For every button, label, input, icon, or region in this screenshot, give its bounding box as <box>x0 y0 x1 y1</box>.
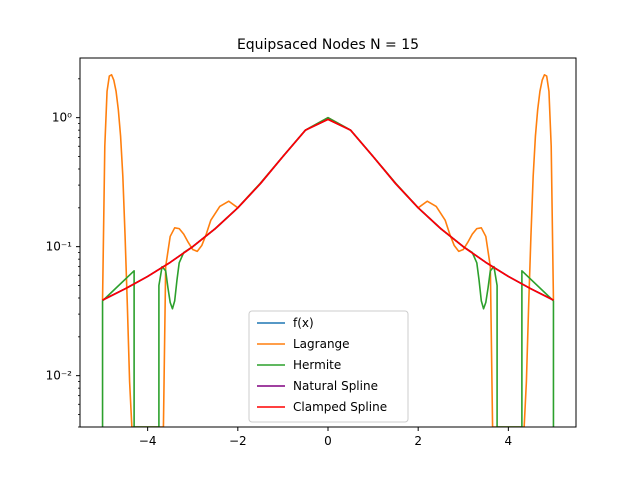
y-tick-label: 10⁻¹ <box>46 240 73 254</box>
series-layer <box>101 73 555 427</box>
legend-label: Hermite <box>293 358 341 372</box>
x-tick-label: −4 <box>139 434 157 448</box>
series-line-clamped-spline <box>102 118 554 301</box>
legend-label: Clamped Spline <box>293 400 387 414</box>
y-tick-label: 10⁰ <box>52 111 72 125</box>
legend: f(x) Lagrange Hermite Natural Spline Clamped… <box>248 310 409 423</box>
x-axis: −4 −2 0 2 4 <box>139 427 512 448</box>
legend-label: f(x) <box>293 316 314 330</box>
y-tick-label: 10⁻² <box>46 369 73 383</box>
x-tick-label: 2 <box>414 434 422 448</box>
x-tick-label: 4 <box>505 434 513 448</box>
x-tick-label: −2 <box>229 434 247 448</box>
legend-box <box>248 310 409 423</box>
series-line-hermite <box>101 116 555 427</box>
x-tick-label: 0 <box>324 434 332 448</box>
legend-label: Natural Spline <box>293 379 378 393</box>
y-axis: 10⁻² 10⁻¹ 10⁰ <box>46 78 80 428</box>
chart-title: Equipsaced Nodes N = 15 <box>237 37 419 53</box>
legend-label: Lagrange <box>293 337 350 351</box>
